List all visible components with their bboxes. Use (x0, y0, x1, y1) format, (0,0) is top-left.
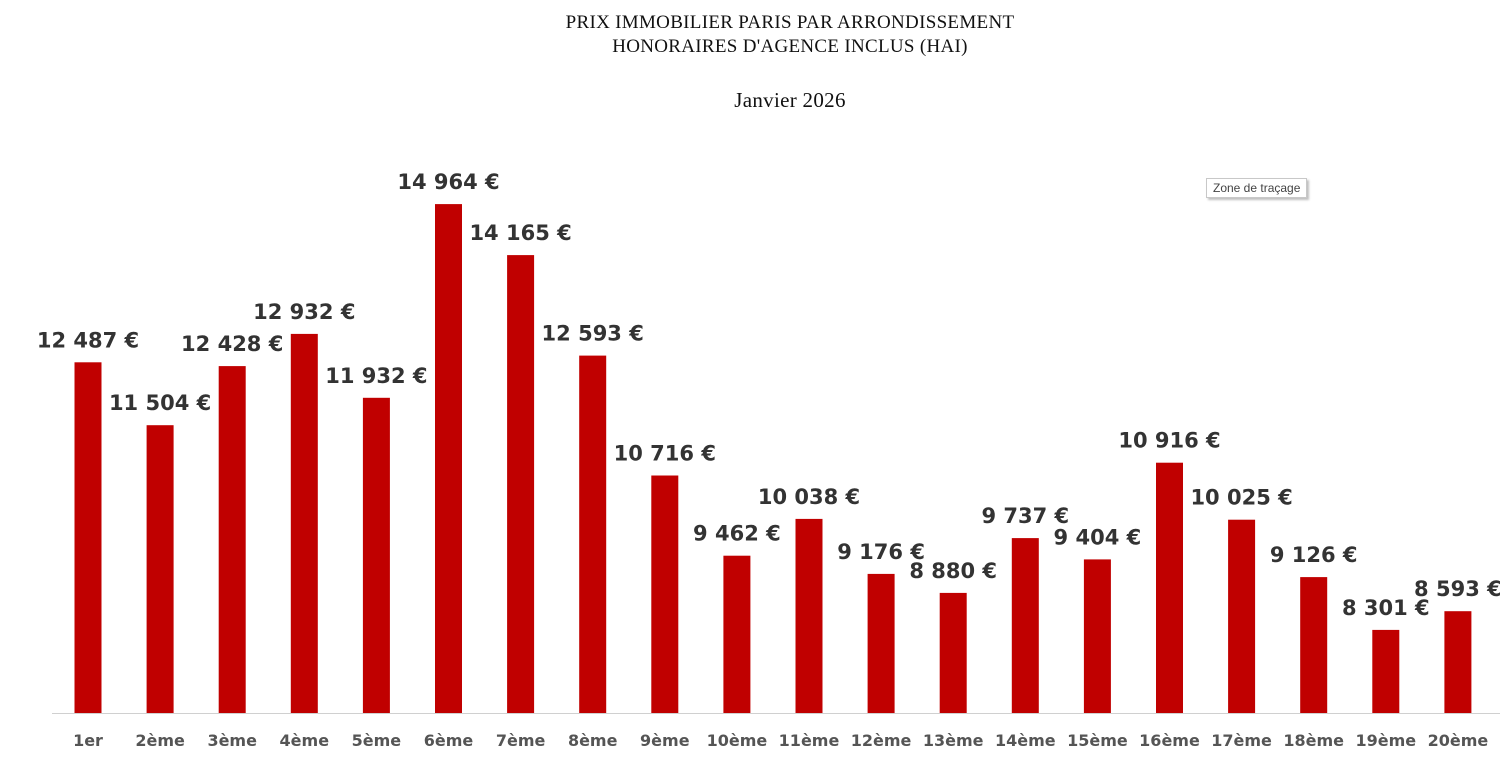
bar-8ème (579, 355, 607, 713)
x-tick-label-2ème: 2ème (135, 731, 185, 750)
x-tick-label-4ème: 4ème (280, 731, 330, 750)
data-label-20ème: 8 593 € (1414, 577, 1500, 601)
x-tick-label-8ème: 8ème (568, 731, 618, 750)
chart-title-line-2: HONORAIRES D'AGENCE INCLUS (HAI) (612, 36, 968, 57)
bar-12ème (867, 573, 895, 713)
bar-2ème (146, 425, 174, 713)
x-tick-label-13ème: 13ème (923, 731, 984, 750)
bar-5ème (362, 397, 390, 713)
bar-6ème (435, 204, 462, 713)
bar-1er (74, 362, 102, 713)
data-label-4ème: 12 932 € (253, 300, 355, 324)
x-tick-label-3ème: 3ème (207, 731, 257, 750)
bar-3ème (218, 366, 246, 713)
data-label-11ème: 10 038 € (758, 485, 860, 509)
bar-9ème (651, 475, 679, 713)
x-tick-label-10ème: 10ème (707, 731, 768, 750)
bar-19ème (1372, 629, 1400, 713)
chart-title-line-1: PRIX IMMOBILIER PARIS PAR ARRONDISSEMENT (565, 12, 1015, 33)
x-tick-label-17ème: 17ème (1211, 731, 1272, 750)
data-label-19ème: 8 301 € (1342, 596, 1430, 620)
data-label-9ème: 10 716 € (614, 442, 716, 466)
x-tick-label-5ème: 5ème (352, 731, 402, 750)
data-label-7ème: 14 165 € (469, 221, 571, 245)
bar-17ème (1228, 519, 1256, 713)
data-label-5ème: 11 932 € (325, 364, 427, 388)
data-label-1er: 12 487 € (37, 328, 139, 352)
bar-16ème (1156, 462, 1183, 713)
x-tick-label-18ème: 18ème (1283, 731, 1344, 750)
x-tick-label-16ème: 16ème (1139, 731, 1200, 750)
data-label-14ème: 9 737 € (981, 504, 1069, 528)
x-tick-label-20ème: 20ème (1428, 731, 1489, 750)
x-tick-label-15ème: 15ème (1067, 731, 1128, 750)
data-label-16ème: 10 916 € (1118, 429, 1220, 453)
bar-13ème (939, 592, 967, 713)
bar-18ème (1300, 577, 1328, 713)
x-tick-label-11ème: 11ème (779, 731, 840, 750)
x-tick-label-6ème: 6ème (424, 731, 474, 750)
x-tick-label-1er: 1er (73, 731, 103, 750)
x-tick-label-7ème: 7ème (496, 731, 546, 750)
data-label-18ème: 9 126 € (1270, 543, 1358, 567)
bar-10ème (723, 555, 751, 713)
data-label-10ème: 9 462 € (693, 522, 781, 546)
bar-7ème (507, 255, 535, 713)
chart-subtitle: Janvier 2026 (734, 88, 846, 112)
bar-20ème (1444, 611, 1472, 713)
data-label-15ème: 9 404 € (1054, 525, 1142, 549)
bar-14ème (1011, 538, 1039, 713)
x-tick-label-14ème: 14ème (995, 731, 1056, 750)
x-tick-label-19ème: 19ème (1355, 731, 1416, 750)
data-label-13ème: 8 880 € (909, 559, 997, 583)
x-tick-label-9ème: 9ème (640, 731, 690, 750)
bar-15ème (1083, 559, 1111, 713)
data-label-2ème: 11 504 € (109, 391, 211, 415)
data-label-3ème: 12 428 € (181, 332, 283, 356)
data-label-6ème: 14 964 € (397, 170, 499, 194)
x-tick-label-12ème: 12ème (851, 731, 912, 750)
data-label-17ème: 10 025 € (1190, 486, 1292, 510)
data-label-8ème: 12 593 € (542, 322, 644, 346)
plot-area-tooltip: Zone de traçage (1206, 178, 1308, 198)
bar-4ème (290, 333, 318, 713)
bar-11ème (795, 518, 823, 713)
data-label-12ème: 9 176 € (837, 540, 925, 564)
